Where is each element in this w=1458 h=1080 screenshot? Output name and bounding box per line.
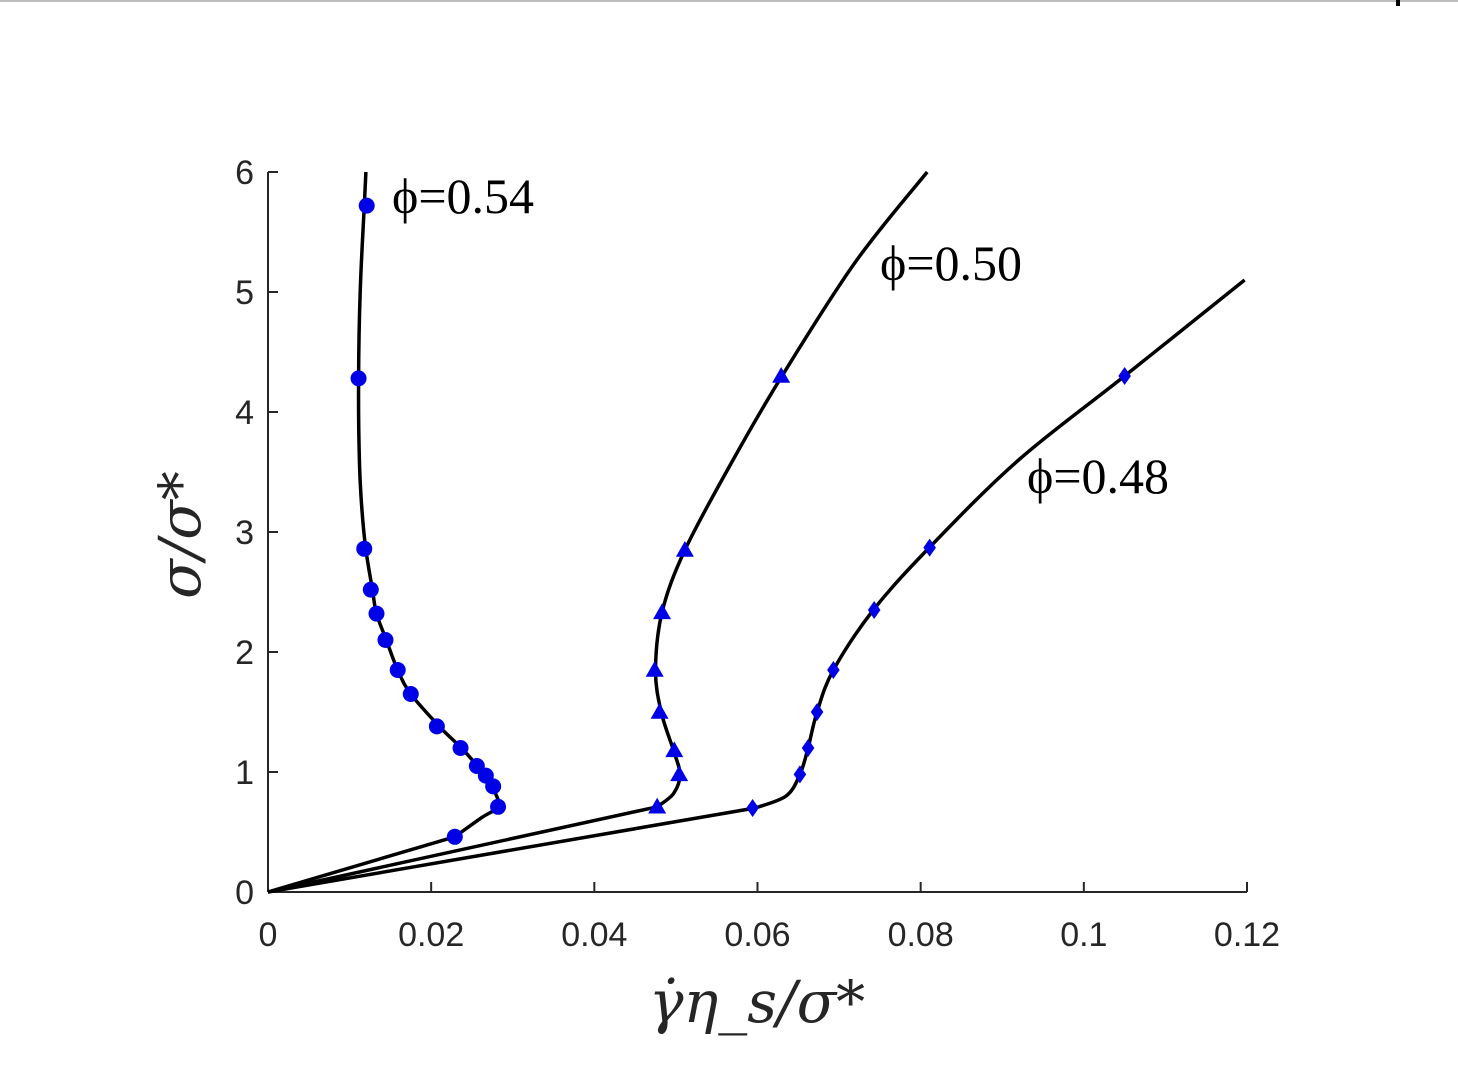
data-point-diamond (867, 601, 881, 619)
y-tick-label: 4 (235, 394, 254, 432)
x-tick-label: 0.04 (561, 916, 627, 954)
data-point-triangle (675, 541, 694, 557)
data-point-circle (368, 605, 385, 622)
data-point-circle (350, 370, 367, 387)
series-label-phi-054: ϕ=0.54 (392, 168, 534, 224)
data-point-diamond (827, 661, 840, 679)
y-tick-label: 0 (235, 874, 254, 912)
x-axis-ticks: 0 0.02 0.04 0.06 0.08 0.1 0.12 (259, 882, 1280, 954)
data-point-triangle (653, 603, 672, 620)
data-point-circle (358, 197, 375, 214)
series-label-phi-050: ϕ=0.50 (880, 235, 1022, 291)
data-point-triangle (648, 797, 667, 814)
data-point-circle (446, 828, 463, 845)
y-tick-label: 5 (235, 274, 254, 312)
data-point-triangle (772, 367, 791, 383)
data-point-circle (490, 798, 507, 815)
data-point-diamond (793, 765, 807, 784)
data-point-triangle (650, 703, 669, 719)
data-point-triangle (645, 661, 664, 677)
x-tick-label: 0.02 (398, 916, 464, 954)
x-axis-title: γ̇η_s/σ* (649, 968, 865, 1036)
data-point-circle (389, 662, 406, 678)
data-point-circle (468, 758, 485, 774)
x-tick-label: 0.08 (888, 916, 954, 954)
data-point-triangle (670, 765, 689, 782)
data-point-triangle (665, 741, 684, 758)
data-point-circle (452, 740, 469, 756)
data-point-circle (428, 718, 445, 735)
data-point-circle (377, 632, 394, 648)
series-markers (350, 197, 1131, 845)
y-tick-label: 6 (235, 154, 254, 192)
y-tick-label: 3 (235, 514, 254, 552)
x-tick-label: 0.06 (724, 916, 790, 954)
y-axis-title: σ/σ* (146, 471, 214, 599)
x-tick-label: 0 (259, 916, 278, 954)
x-tick-label: 0.1 (1060, 916, 1107, 954)
data-point-diamond (801, 739, 815, 757)
data-point-diamond (1118, 367, 1131, 385)
data-point-diamond (746, 799, 759, 817)
series-label-phi-048: ϕ=0.48 (1027, 448, 1169, 504)
data-point-circle (356, 540, 373, 557)
x-tick-label: 0.12 (1214, 916, 1280, 954)
data-point-circle (362, 581, 379, 598)
data-point-diamond (923, 538, 936, 557)
y-axis-ticks: 0 1 2 3 4 5 6 (235, 154, 278, 912)
y-tick-label: 2 (235, 634, 254, 672)
data-point-diamond (810, 703, 824, 721)
y-tick-label: 1 (235, 754, 254, 792)
data-point-circle (402, 686, 419, 702)
